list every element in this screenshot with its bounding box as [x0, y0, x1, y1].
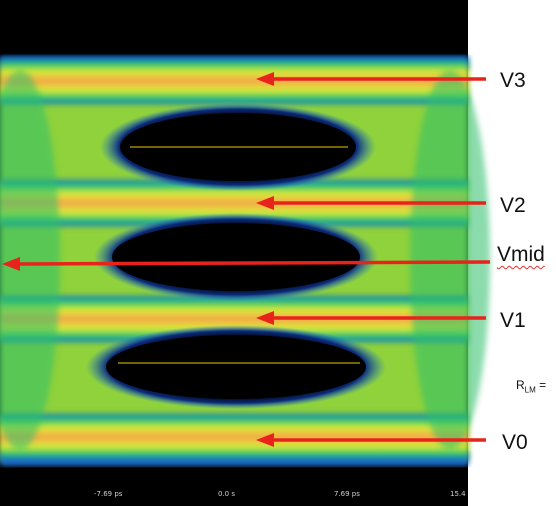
- arrow-v1: [256, 311, 486, 325]
- tick-label: 0.0 s: [218, 490, 236, 498]
- label-v0: V0: [502, 431, 528, 454]
- label-vmid: Vmid: [497, 243, 545, 266]
- arrow-v0: [256, 433, 486, 447]
- label-v3: V3: [500, 69, 526, 92]
- arrow-v2: [256, 196, 486, 210]
- rlm-label: RLM =: [516, 378, 547, 395]
- eye-middle: [112, 223, 360, 291]
- time-axis: [0, 486, 468, 506]
- arrow-vmid: [2, 257, 491, 271]
- tick-label: -7.69 ps: [94, 490, 123, 498]
- band-v3: [0, 58, 468, 104]
- band-v0: [0, 414, 468, 460]
- tick-label: 7.69 ps: [334, 490, 360, 498]
- arrow-v3: [256, 72, 486, 86]
- reference-lines: [118, 146, 360, 364]
- eye-lower: [106, 335, 366, 399]
- level-arrows: [2, 72, 491, 447]
- transition-zones: [0, 70, 490, 450]
- tick-label: 15.4: [450, 490, 466, 498]
- label-v1: V1: [500, 309, 526, 332]
- label-v2: V2: [500, 194, 526, 217]
